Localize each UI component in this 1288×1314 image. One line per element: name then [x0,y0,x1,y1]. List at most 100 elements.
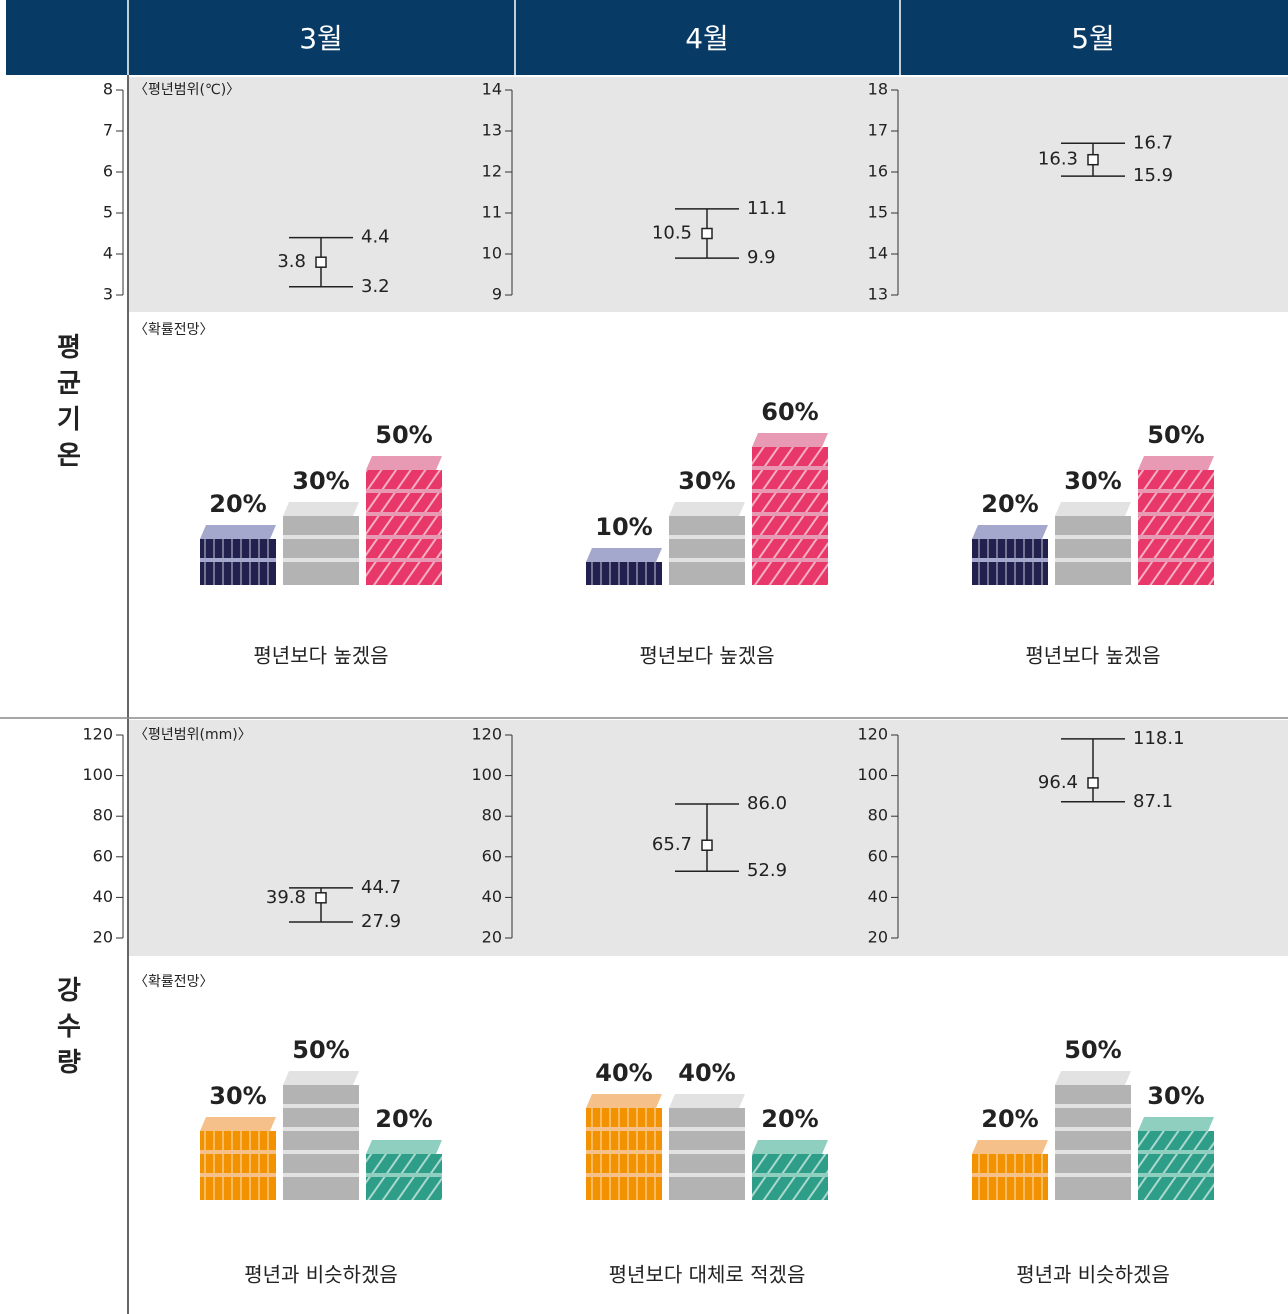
stack-top [200,525,276,539]
mean-label: 3.8 [277,251,306,272]
stack-gap [752,466,828,470]
value-label: 20% [209,490,266,518]
y-tick-label: 12 [482,162,502,181]
stack [972,1140,1048,1200]
stack-gap [752,535,828,539]
value-label: 10% [595,513,652,541]
stack-top [972,525,1048,539]
value-label: 20% [981,490,1038,518]
column-header: 5월 [1071,22,1115,55]
stack-gap [366,512,442,516]
stack-top [586,548,662,562]
stack [752,1140,828,1200]
low-label: 15.9 [1133,165,1173,186]
stack-gap [669,1173,745,1177]
stack-gap [1138,489,1214,493]
stack-gap [1055,1127,1131,1131]
low-label: 3.2 [361,276,390,297]
stack-gap [586,1127,662,1131]
stack [669,502,745,585]
stack-top [366,1140,442,1154]
stack-top [669,502,745,516]
stack [283,502,359,585]
stack-front [283,516,359,585]
stack-gap [366,558,442,562]
stack-texture [586,562,662,585]
stack [200,525,276,585]
value-label: 50% [292,1036,349,1064]
stack-texture [1138,1131,1214,1200]
y-tick-label: 80 [482,806,502,825]
stack-gap [200,1173,276,1177]
range-panel [129,720,1288,956]
stack-gap [366,489,442,493]
outlook-text: 평년보다 대체로 적겠음 [609,1263,806,1287]
y-tick-label: 9 [492,285,502,304]
y-tick-label: 16 [868,162,888,181]
stack-top [366,456,442,470]
stack-front [1055,1085,1131,1200]
stack-gap [283,1173,359,1177]
stack-gap [972,558,1048,562]
section-label: 평균기온 [52,333,82,477]
stack [366,456,442,585]
stack [1138,456,1214,585]
stack-gap [752,489,828,493]
y-tick-label: 18 [868,80,888,99]
low-label: 9.9 [747,247,776,268]
stack [1138,1117,1214,1200]
y-tick-label: 100 [82,765,113,784]
column-header: 3월 [299,22,343,55]
stack [972,525,1048,585]
high-label: 44.7 [361,877,401,898]
stack-gap [366,1173,442,1177]
high-label: 118.1 [1133,728,1185,749]
stack-gap [669,1150,745,1154]
y-tick-label: 3 [103,285,113,304]
stack-top [283,502,359,516]
stack-texture [200,1131,276,1200]
value-label: 60% [761,398,818,426]
y-tick-label: 11 [482,203,502,222]
y-tick-label: 60 [93,846,113,865]
value-label: 50% [1064,1036,1121,1064]
stack-top [200,1117,276,1131]
outlook-text: 평년보다 높겠음 [639,644,774,668]
stack [586,1094,662,1200]
stack-gap [366,535,442,539]
range-caption: 〈평년범위(℃)〉 [134,82,240,98]
prob-caption: 〈확률전망〉 [134,322,214,338]
stack-gap [669,1127,745,1131]
value-label: 20% [761,1105,818,1133]
y-tick-label: 13 [482,121,502,140]
mean-label: 16.3 [1038,149,1078,170]
stack-top [586,1094,662,1108]
y-tick-label: 20 [93,928,113,947]
stack-gap [1055,535,1131,539]
y-tick-label: 40 [93,887,113,906]
y-tick-label: 40 [868,887,888,906]
y-tick-label: 7 [103,121,113,140]
stack-gap [1138,535,1214,539]
value-label: 20% [981,1105,1038,1133]
outlook-text: 평년보다 높겠음 [1025,644,1160,668]
stack-gap [752,1173,828,1177]
stack-gap [752,512,828,516]
value-label: 40% [678,1059,735,1087]
stack [200,1117,276,1200]
stack [752,433,828,585]
stack-front [669,516,745,585]
mean-label: 10.5 [652,223,692,244]
stack-gap [283,1104,359,1108]
y-tick-label: 120 [82,725,113,744]
mean-label: 65.7 [652,834,692,855]
outlook-text: 평년보다 높겠음 [253,644,388,668]
stack-gap [1055,558,1131,562]
stack [669,1094,745,1200]
stack-gap [1055,1173,1131,1177]
stack-gap [283,558,359,562]
stack-top [669,1094,745,1108]
y-tick-label: 13 [868,285,888,304]
mean-marker [701,227,713,240]
